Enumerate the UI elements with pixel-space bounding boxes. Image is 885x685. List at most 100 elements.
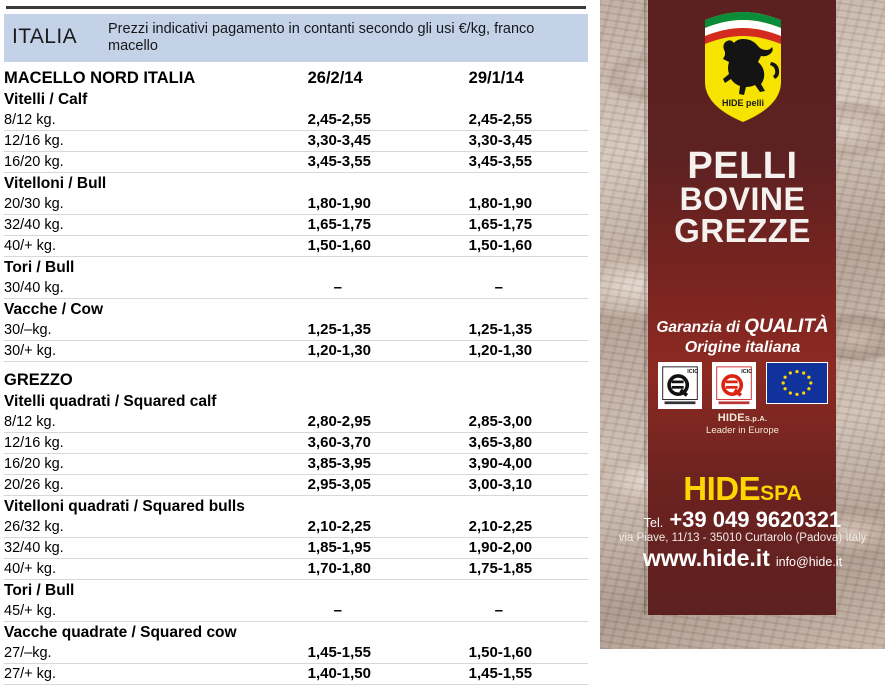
row-label: 40/+ kg. [4, 235, 308, 258]
row-label: MACELLO NORD ITALIA [4, 69, 196, 88]
table-row: 30/40 kg. – – [4, 278, 588, 300]
table-row: 16/20 kg. 3,45-3,55 3,45-3,55 [4, 151, 588, 174]
row-value-date1: 3,60-3,70 [307, 432, 449, 455]
row-value-date2 [449, 580, 588, 602]
table-section-row: Tori / Bull [4, 257, 588, 279]
price-table-pane: ITALIA Prezzi indicativi pagamento in co… [4, 6, 588, 685]
row-value-date2: 1,75-1,85 [448, 558, 588, 581]
row-value-date2: 2,45-2,55 [448, 110, 588, 132]
hide-logo: HIDE pelli [600, 8, 885, 126]
row-label: 26/32 kg. [4, 517, 308, 539]
row-value-date2: 1,80-1,90 [448, 194, 588, 216]
certification-badges: ICIC ICIC [600, 362, 885, 409]
table-row: 32/40 kg. 1,65-1,75 1,65-1,75 [4, 214, 588, 237]
leader-name: HIDE [717, 412, 745, 424]
website-line[interactable]: www.hide.it info@hide.it [600, 545, 885, 572]
price-list-page: ITALIA Prezzi indicativi pagamento in co… [4, 0, 885, 685]
row-label: 8/12 kg. [4, 110, 308, 132]
row-value-date2: 1,90-2,00 [448, 537, 588, 560]
row-value-date1 [308, 391, 449, 412]
table-section-row: Vacche / Cow [4, 299, 588, 321]
row-value-date2: 3,65-3,80 [448, 432, 588, 455]
row-label: 12/16 kg. [4, 130, 308, 153]
row-label: 27/+ kg. [4, 663, 308, 685]
row-value-date1: 1,40-1,50 [307, 663, 449, 685]
row-label: 20/26 kg. [4, 474, 308, 497]
row-value-date1: 1,45-1,55 [307, 643, 449, 665]
row-value-date1: 1,85-1,95 [307, 537, 449, 560]
table-row: 32/40 kg. 1,85-1,95 1,90-2,00 [4, 537, 588, 560]
table-row: 40/+ kg. 1,70-1,80 1,75-1,85 [4, 558, 588, 581]
website-url[interactable]: www.hide.it [642, 545, 770, 572]
row-label: 45/+ kg. [4, 601, 308, 623]
leader-name-line: HIDES.p.A. [600, 412, 885, 424]
row-value-date2 [449, 496, 588, 518]
top-divider [6, 6, 586, 9]
row-label: 16/20 kg. [4, 453, 308, 476]
telephone-line[interactable]: Tel. +39 049 9620321 [600, 508, 885, 531]
table-row: 8/12 kg. 2,45-2,55 2,45-2,55 [4, 110, 588, 132]
table-row: 30/–kg. 1,25-1,35 1,25-1,35 [4, 320, 588, 342]
row-value-date1: 1,80-1,90 [307, 194, 449, 216]
row-label: 32/40 kg. [4, 537, 308, 560]
headline-line-2: BOVINE [679, 181, 806, 218]
row-value-date1: 1,50-1,60 [307, 235, 449, 258]
price-table: MACELLO NORD ITALIA 26/2/14 29/1/14 Vitelli… [4, 64, 588, 685]
table-section-row: Vitelloni quadrati / Squared bulls [4, 496, 588, 518]
row-label: Vacche quadrate / Squared cow [4, 624, 237, 642]
row-value-date2: 1,25-1,35 [448, 320, 588, 342]
row-label: 30/+ kg. [4, 340, 308, 363]
row-value-date1: 3,45-3,55 [307, 151, 449, 174]
address: via Piave, 11/13 - 35010 Curtarolo (Pado… [618, 532, 867, 545]
row-label: 40/+ kg. [4, 558, 308, 581]
row-value-date2: 3,00-3,10 [448, 474, 588, 497]
tel-number: +39 049 9620321 [669, 507, 842, 532]
row-label: Vacche / Cow [4, 301, 104, 319]
row-value-date2: 3,45-3,55 [448, 151, 588, 174]
country-label: ITALIA [12, 25, 78, 48]
row-value-date2 [449, 89, 588, 110]
company-name: HIDE [683, 470, 761, 507]
row-value-date2: 1,45-1,55 [448, 663, 588, 685]
row-value-date2: 1,20-1,30 [448, 340, 588, 363]
table-row: 20/30 kg. 1,80-1,90 1,80-1,90 [4, 194, 588, 216]
table-row: 27/–kg. 1,45-1,55 1,50-1,60 [4, 643, 588, 665]
row-value-date2: 1,50-1,60 [448, 235, 588, 258]
row-value-date2: 2,10-2,25 [448, 517, 588, 539]
row-label: 30/40 kg. [4, 278, 308, 300]
table-row: 26/32 kg. 2,10-2,25 2,10-2,25 [4, 517, 588, 539]
row-value-date2 [449, 173, 588, 195]
advertisement-pane: HIDE pelli PELLI BOVINE GREZZE Garanzia … [600, 0, 885, 649]
row-value-date2: 1,65-1,75 [448, 214, 588, 237]
table-row: 8/12 kg. 2,80-2,95 2,85-3,00 [4, 412, 588, 434]
row-value-date1: 2,95-3,05 [307, 474, 449, 497]
row-label: Vitelloni quadrati / Squared bulls [4, 498, 245, 516]
svg-text:ICIC: ICIC [741, 369, 752, 375]
row-value-date2: – [448, 601, 588, 623]
leader-caption: HIDES.p.A. Leader in Europe [600, 412, 885, 436]
email-address[interactable]: info@hide.it [775, 555, 843, 570]
table-section-row: Vacche quadrate / Squared cow [4, 622, 588, 644]
tel-label: Tel. [643, 516, 664, 530]
row-value-date1: 2,45-2,55 [307, 110, 449, 132]
headline-line-3: GREZZE [674, 212, 811, 250]
row-value-date2: 3,90-4,00 [448, 453, 588, 476]
row-value-date1 [308, 496, 449, 518]
row-value-date2 [449, 622, 588, 644]
row-value-date1: – [307, 601, 449, 623]
table-row: 12/16 kg. 3,30-3,45 3,30-3,45 [4, 130, 588, 153]
row-label: 8/12 kg. [4, 412, 308, 434]
quality-claim: Garanzia di QUALITÀ Origine italiana [600, 316, 885, 357]
row-value-date2 [449, 257, 588, 279]
table-row: 40/+ kg. 1,50-1,60 1,50-1,60 [4, 235, 588, 258]
table-section-row: Vitelli / Calf [4, 89, 588, 110]
row-value-date1 [308, 173, 449, 195]
row-value-date2 [449, 391, 588, 412]
row-label: 32/40 kg. [4, 214, 308, 237]
leader-suffix: S.p.A. [744, 414, 768, 423]
logo-text: HIDE pelli [721, 98, 763, 108]
row-value-date2: 29/1/14 [468, 69, 524, 88]
quality-line-1: Garanzia di QUALITÀ [600, 316, 885, 338]
row-value-date2 [449, 299, 588, 321]
table-section-row: Vitelloni / Bull [4, 173, 588, 195]
